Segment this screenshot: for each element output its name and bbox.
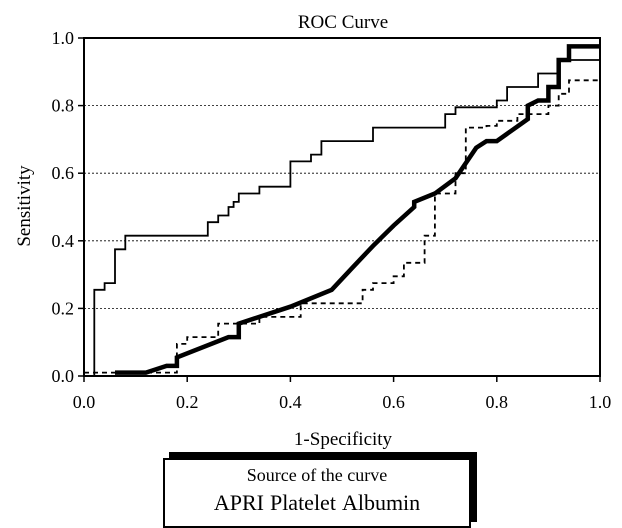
- x-tick-label: 0.0: [73, 392, 96, 412]
- series-line-apri: [84, 59, 600, 377]
- legend-title: Source of the curve: [246, 465, 388, 485]
- x-axis-label: 1-Specificity: [294, 429, 393, 450]
- axis-ticks: 0.0 0.2 0.4 0.6 0.8 1.0 0.0 0.2 0.4 0.6 0.8 1.0: [52, 28, 612, 412]
- y-tick-label: 0.2: [52, 298, 75, 318]
- y-tick-label: 1.0: [52, 28, 75, 48]
- x-tick-label: 0.2: [176, 392, 199, 412]
- legend-item-albumin: Albumin: [341, 490, 421, 515]
- y-tick-label: 0.0: [52, 366, 75, 386]
- y-tick-label: 0.6: [52, 163, 75, 183]
- series-line-albumin: [84, 79, 600, 374]
- y-tick-label: 0.4: [52, 231, 75, 251]
- plot-frame: [83, 37, 601, 377]
- legend-item-apri: APRI: [213, 490, 264, 515]
- legend: Source of the curve APRI Platelet Albumin: [163, 458, 471, 528]
- series-group: [84, 44, 600, 377]
- x-tick-label: 0.6: [382, 392, 405, 412]
- legend-item-platelet: Platelet: [269, 490, 336, 515]
- legend-items: APRI Platelet Albumin: [165, 490, 469, 516]
- y-tick-label: 0.8: [52, 96, 75, 116]
- x-tick-label: 0.8: [486, 392, 509, 412]
- x-tick-label: 1.0: [589, 392, 612, 412]
- series-line-platelet: [115, 44, 600, 375]
- chart-title: ROC Curve: [298, 12, 388, 33]
- y-axis-label: Sensitivity: [14, 165, 35, 247]
- gridlines: [84, 105, 600, 309]
- x-tick-label: 0.4: [279, 392, 302, 412]
